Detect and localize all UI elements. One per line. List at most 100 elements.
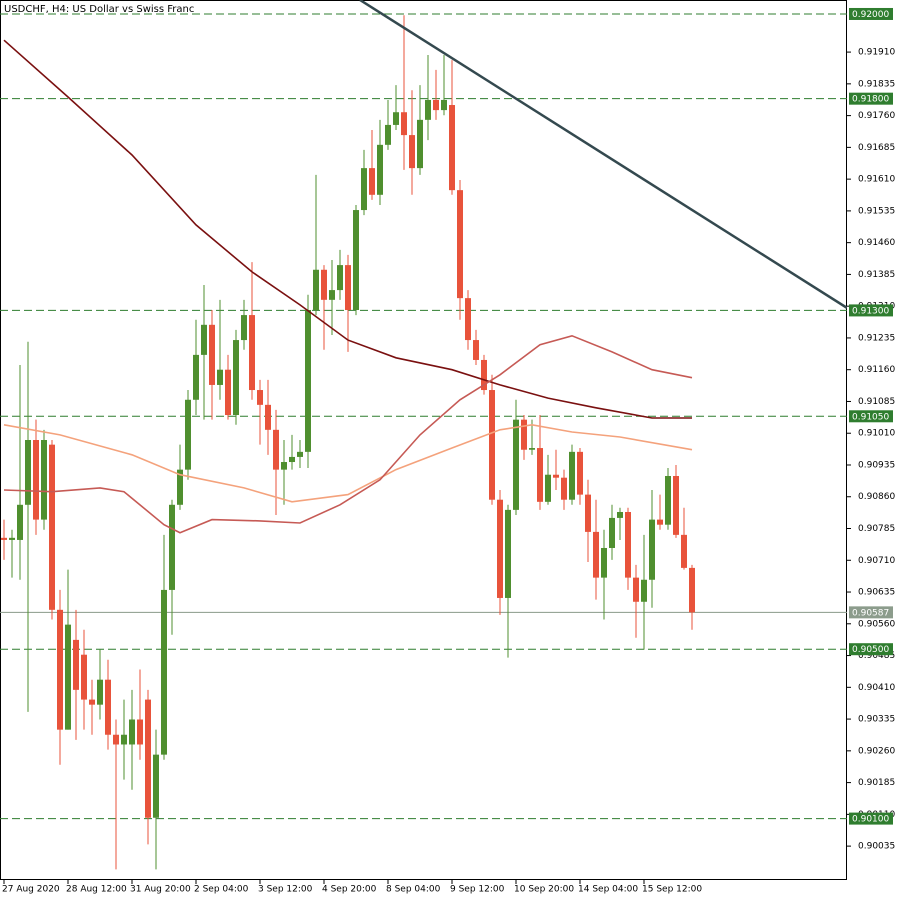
candle-body xyxy=(41,440,47,520)
y-tick-label: 0.91610 xyxy=(858,175,895,185)
candle-body xyxy=(369,168,375,195)
y-tick-label: 0.90185 xyxy=(858,778,895,788)
level-label-box xyxy=(849,7,893,20)
y-tick-label: 0.91235 xyxy=(858,333,895,343)
x-tick-label: 3 Sep 12:00 xyxy=(258,885,313,895)
level-label-box xyxy=(849,812,893,825)
current-price-label-box xyxy=(849,606,893,619)
indicator-line xyxy=(3,334,693,534)
candle-body xyxy=(137,719,143,745)
candle-body xyxy=(33,440,39,520)
candle-body xyxy=(185,399,191,470)
candle-body xyxy=(81,654,87,700)
candle-body xyxy=(481,359,487,391)
candle-body xyxy=(1,537,7,540)
x-tick-label: 9 Sep 12:00 xyxy=(450,885,505,895)
candle-body xyxy=(161,589,167,755)
candle-body xyxy=(497,499,503,598)
candle-body xyxy=(305,309,311,452)
y-tick-label: 0.90785 xyxy=(858,524,895,534)
candle-body xyxy=(633,577,639,602)
y-tick-label: 0.90935 xyxy=(858,460,895,470)
candle-body xyxy=(329,290,335,300)
candle-body xyxy=(289,456,295,463)
y-tick-label: 0.90860 xyxy=(858,492,895,502)
level-label: 0.92000 xyxy=(852,10,889,20)
candle-body xyxy=(177,469,183,505)
level-label: 0.91050 xyxy=(852,412,889,422)
candle-body xyxy=(65,624,71,730)
candle-body xyxy=(313,269,319,310)
candle-body xyxy=(257,390,263,405)
candle-body xyxy=(273,429,279,470)
plot-frame xyxy=(0,0,847,880)
x-tick-label: 27 Aug 2020 xyxy=(2,885,60,895)
candle-body xyxy=(97,679,103,705)
candle-body xyxy=(129,719,135,745)
level-label-box xyxy=(849,304,893,317)
candle-body xyxy=(145,699,151,818)
candle-body xyxy=(345,265,351,310)
x-tick-label: 14 Sep 04:00 xyxy=(578,885,638,895)
candle-body xyxy=(409,135,415,169)
candle-body xyxy=(513,419,519,510)
level-label: 0.91800 xyxy=(852,95,889,105)
candle-body xyxy=(201,324,207,355)
x-tick-label: 8 Sep 04:00 xyxy=(386,885,441,895)
candle-body xyxy=(689,567,695,613)
axes: 0.91910 0.91835 0.91760 0.91685 0.91610 0.915… xyxy=(2,7,895,895)
y-tick-label: 0.91910 xyxy=(858,48,895,58)
candle-body xyxy=(553,474,559,478)
candle-body xyxy=(121,734,127,745)
current-price-label: 0.90587 xyxy=(852,608,889,618)
y-tick-label: 0.90335 xyxy=(858,715,895,725)
candle-body xyxy=(25,440,31,505)
y-tick-label: 0.90410 xyxy=(858,683,895,693)
x-tick-label: 4 Sep 20:00 xyxy=(322,885,377,895)
candle-body xyxy=(561,477,567,500)
candle-body xyxy=(353,210,359,310)
candle-body xyxy=(593,531,599,578)
candle-body xyxy=(449,105,455,191)
x-tick-label: 10 Sep 20:00 xyxy=(514,885,574,895)
candle-body xyxy=(105,679,111,735)
candle-body xyxy=(393,112,399,125)
y-tick-label: 0.91835 xyxy=(858,79,895,89)
candle-body xyxy=(433,99,439,111)
level-label-box xyxy=(849,92,893,105)
level-label: 0.91300 xyxy=(852,306,889,316)
x-tick-label: 31 Aug 20:00 xyxy=(130,885,191,895)
candle-body xyxy=(73,639,79,690)
candle-body xyxy=(297,451,303,457)
y-tick-label: 0.90485 xyxy=(858,651,895,661)
candle-body xyxy=(225,369,231,416)
y-tick-label: 0.91535 xyxy=(858,206,895,216)
candle-body xyxy=(281,462,287,470)
x-tick-label: 28 Aug 12:00 xyxy=(66,885,127,895)
candle-body xyxy=(217,369,223,385)
y-tick-label: 0.91760 xyxy=(858,111,895,121)
level-label-box xyxy=(849,410,893,423)
y-tick-label: 0.91460 xyxy=(858,238,895,248)
candle-body xyxy=(457,190,463,299)
candle-body xyxy=(609,517,615,548)
candle-body xyxy=(473,340,479,360)
candle-body xyxy=(585,494,591,532)
x-tick-label: 2 Sep 04:00 xyxy=(194,885,249,895)
y-tick-label: 0.91685 xyxy=(858,143,895,153)
candle-body xyxy=(649,519,655,580)
candle-body xyxy=(577,451,583,495)
candle-body xyxy=(89,699,95,705)
plot-area xyxy=(0,0,847,870)
y-tick-label: 0.91385 xyxy=(858,270,895,280)
candle-body xyxy=(417,119,423,169)
candle-body xyxy=(321,269,327,300)
candle-body xyxy=(657,519,663,525)
y-tick-label: 0.90560 xyxy=(858,619,895,629)
candle-body xyxy=(465,298,471,341)
level-label: 0.90500 xyxy=(852,645,889,655)
candle-body xyxy=(385,124,391,145)
indicator-line xyxy=(3,423,693,503)
candle-body xyxy=(529,448,535,450)
